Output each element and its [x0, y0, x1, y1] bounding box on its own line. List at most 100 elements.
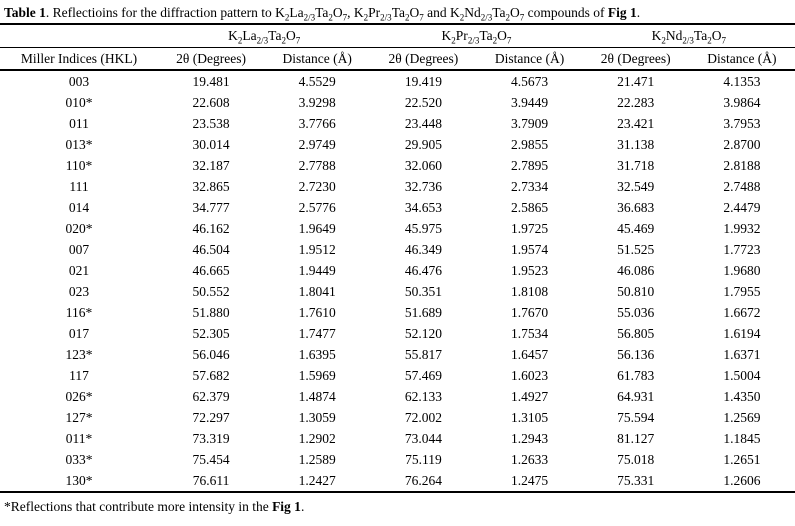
cell-distance-pr: 2.7334 [510, 178, 549, 194]
cell-hkl: 111 [69, 178, 89, 194]
cell-2theta-nd: 21.471 [617, 73, 655, 89]
cell-2theta-la: 52.305 [192, 325, 230, 341]
cell-distance-nd: 1.1845 [723, 430, 761, 446]
column-header-2theta-pr: 2θ (Degrees) [370, 47, 477, 71]
cell-distance-la: 4.5529 [298, 73, 336, 89]
column-header-distance-pr: Distance (Å) [476, 47, 583, 71]
caption-text: . Reflectioins for the diffraction patte… [45, 5, 276, 20]
cell-hkl: 017 [68, 325, 90, 341]
cell-distance-pr: 1.4927 [510, 388, 549, 404]
column-header-2theta-la: 2θ (Degrees) [158, 47, 265, 71]
column-header-distance-la: Distance (Å) [264, 47, 371, 71]
compound-group-header-row: K2La2/3Ta2O7 K2Pr2/3Ta2O7 K2Nd2/3Ta2O7 [0, 24, 795, 48]
cell-distance-pr: 4.5673 [510, 73, 549, 89]
cell-2theta-nd: 23.421 [617, 115, 655, 131]
cell-hkl: 023 [68, 283, 90, 299]
caption-fig-label: Fig 1 [607, 5, 637, 20]
cell-2theta-la: 75.454 [192, 451, 230, 467]
cell-2theta-pr: 62.133 [404, 388, 442, 404]
table-row: 011* 73.319 1.2902 73.044 1.2943 81.127 … [0, 428, 795, 449]
cell-distance-nd: 1.9932 [723, 220, 761, 236]
table-caption: Table 1. Reflectioins for the diffractio… [0, 0, 795, 23]
cell-2theta-la: 51.880 [192, 304, 230, 320]
cell-hkl: 003 [68, 73, 90, 89]
cell-distance-pr: 1.3105 [510, 409, 549, 425]
cell-2theta-la: 30.014 [192, 136, 230, 152]
cell-2theta-pr: 75.119 [405, 451, 442, 467]
cell-distance-nd: 1.6194 [723, 325, 761, 341]
cell-2theta-la: 73.319 [192, 430, 230, 446]
table-row: 033* 75.454 1.2589 75.119 1.2633 75.018 … [0, 449, 795, 470]
cell-2theta-la: 56.046 [192, 346, 230, 362]
cell-2theta-la: 72.297 [192, 409, 230, 425]
cell-2theta-pr: 23.448 [404, 115, 442, 131]
cell-2theta-la: 50.552 [192, 283, 230, 299]
compound-formula-nd: K2Nd2/3Ta2O7 [449, 5, 525, 23]
group-header-k2nd23ta2o7: K2Nd2/3Ta2O7 [582, 24, 795, 48]
cell-hkl: 127* [65, 409, 93, 425]
cell-distance-nd: 1.4350 [723, 388, 761, 404]
cell-distance-pr: 2.5865 [510, 199, 549, 215]
cell-distance-nd: 1.7955 [723, 283, 761, 299]
cell-2theta-la: 34.777 [192, 199, 230, 215]
table-row: 023 50.552 1.8041 50.351 1.8108 50.810 1… [0, 281, 795, 302]
cell-2theta-nd: 31.138 [617, 136, 655, 152]
table-row: 003 19.481 4.5529 19.419 4.5673 21.471 4… [0, 70, 795, 92]
caption-period: . [636, 5, 641, 20]
cell-distance-nd: 2.8700 [723, 136, 761, 152]
cell-2theta-la: 23.538 [192, 115, 230, 131]
cell-distance-la: 1.3059 [298, 409, 336, 425]
column-header-2theta-nd: 2θ (Degrees) [582, 47, 689, 71]
cell-2theta-la: 32.865 [192, 178, 230, 194]
cell-2theta-pr: 46.476 [404, 262, 442, 278]
cell-hkl: 021 [68, 262, 90, 278]
group-header-empty [0, 24, 158, 48]
cell-distance-nd: 1.2569 [723, 409, 761, 425]
cell-distance-nd: 3.7953 [723, 115, 761, 131]
cell-2theta-la: 46.162 [192, 220, 230, 236]
cell-distance-la: 1.2902 [298, 430, 336, 446]
table-row: 017 52.305 1.7477 52.120 1.7534 56.805 1… [0, 323, 795, 344]
cell-distance-nd: 2.8188 [723, 157, 761, 173]
cell-2theta-la: 76.611 [192, 472, 230, 488]
cell-2theta-pr: 32.060 [404, 157, 442, 173]
table-row: 111 32.865 2.7230 32.736 2.7334 32.549 2… [0, 176, 795, 197]
cell-distance-pr: 1.6023 [510, 367, 549, 383]
cell-hkl: 014 [68, 199, 90, 215]
table-footnote: *Reflections that contribute more intens… [0, 493, 795, 515]
cell-distance-la: 2.5776 [298, 199, 336, 215]
table-body: 003 19.481 4.5529 19.419 4.5673 21.471 4… [0, 70, 795, 492]
cell-distance-nd: 1.7723 [723, 241, 761, 257]
cell-2theta-la: 46.504 [192, 241, 230, 257]
cell-2theta-nd: 51.525 [617, 241, 655, 257]
cell-2theta-pr: 29.905 [404, 136, 442, 152]
cell-2theta-pr: 46.349 [404, 241, 442, 257]
table-row: 010* 22.608 3.9298 22.520 3.9449 22.283 … [0, 92, 795, 113]
cell-2theta-pr: 51.689 [404, 304, 442, 320]
cell-distance-nd: 1.2606 [723, 472, 761, 488]
cell-2theta-pr: 19.419 [404, 73, 442, 89]
cell-distance-pr: 3.7909 [510, 115, 549, 131]
cell-2theta-nd: 64.931 [617, 388, 655, 404]
caption-separator: , [347, 5, 354, 20]
cell-distance-nd: 2.4479 [723, 199, 761, 215]
cell-distance-pr: 1.7670 [510, 304, 549, 320]
column-header-miller-indices: Miller Indices (HKL) [0, 47, 158, 71]
cell-distance-pr: 1.2633 [510, 451, 549, 467]
cell-hkl: 033* [65, 451, 93, 467]
cell-hkl: 110* [65, 157, 93, 173]
cell-distance-la: 1.6395 [298, 346, 336, 362]
cell-distance-nd: 1.2651 [723, 451, 761, 467]
cell-2theta-pr: 45.975 [404, 220, 442, 236]
cell-2theta-pr: 50.351 [404, 283, 442, 299]
cell-hkl: 117 [69, 367, 89, 383]
cell-2theta-nd: 36.683 [617, 199, 655, 215]
cell-distance-la: 1.9449 [298, 262, 336, 278]
cell-distance-la: 1.5969 [298, 367, 336, 383]
cell-distance-la: 1.2427 [298, 472, 336, 488]
compound-formula-pr: K2Pr2/3Ta2O7 [353, 5, 424, 23]
caption-table-label: Table 1 [4, 5, 46, 20]
caption-text: compounds of [524, 5, 608, 20]
cell-2theta-la: 62.379 [192, 388, 230, 404]
table-row: 026* 62.379 1.4874 62.133 1.4927 64.931 … [0, 386, 795, 407]
